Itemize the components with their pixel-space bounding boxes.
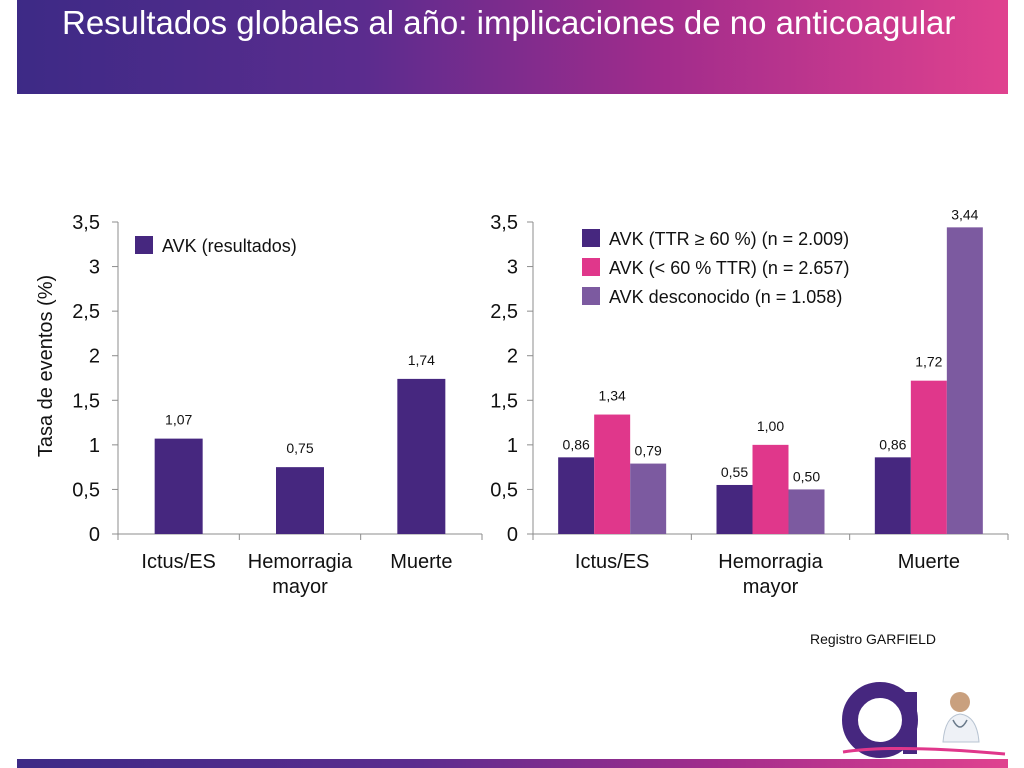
x-tick-label: Ictus/ES (141, 551, 215, 573)
footer-bar (17, 759, 1008, 768)
legend-label: AVK (< 60 % TTR) (n = 2.657) (609, 258, 849, 278)
data-label: 3,44 (951, 206, 978, 222)
data-label: 0,86 (563, 436, 590, 452)
y-tick-label: 3 (89, 257, 100, 279)
bar (630, 463, 667, 534)
title-bar (17, 0, 1008, 94)
data-label: 1,74 (408, 352, 435, 368)
brand-logo (842, 682, 1006, 758)
legend-label: AVK desconocido (n = 1.058) (609, 287, 842, 307)
y-tick-label: 0,5 (72, 479, 100, 501)
y-tick-label: 2,5 (490, 301, 518, 323)
x-tick-label: Muerte (898, 551, 960, 573)
legend-swatch (582, 258, 600, 276)
legend-label: AVK (TTR ≥ 60 %) (n = 2.009) (609, 229, 849, 249)
data-label: 0,86 (879, 436, 906, 452)
y-tick-label: 0 (89, 524, 100, 546)
bar (397, 378, 446, 534)
bar (154, 438, 203, 534)
legend-swatch (582, 287, 600, 305)
bar (788, 489, 825, 534)
data-label: 1,72 (915, 354, 942, 370)
y-tick-label: 1 (89, 435, 100, 457)
legend-swatch (135, 236, 153, 254)
data-label: 0,55 (721, 464, 748, 480)
y-tick-label: 0 (507, 524, 518, 546)
bar (946, 227, 983, 534)
x-tick-label: Ictus/ES (575, 551, 649, 573)
y-tick-label: 0,5 (490, 479, 518, 501)
data-label: 1,07 (165, 412, 192, 428)
data-label: 0,75 (286, 440, 313, 456)
legend-label: AVK (resultados) (162, 236, 297, 256)
bar (276, 467, 324, 534)
data-label: 0,79 (635, 443, 662, 459)
y-tick-label: 3,5 (490, 212, 518, 234)
source-note: Registro GARFIELD (810, 631, 937, 647)
x-tick-label: Muerte (390, 551, 452, 573)
y-tick-label: 2 (89, 346, 100, 368)
bar (716, 484, 753, 534)
x-tick-label: Hemorragia mayor (718, 551, 823, 598)
y-tick-label: 3 (507, 257, 518, 279)
data-label: 0,50 (793, 468, 820, 484)
bar (752, 444, 789, 534)
data-label: 1,00 (757, 418, 784, 434)
bar (558, 457, 595, 534)
y-tick-label: 2,5 (72, 301, 100, 323)
y-tick-label: 1 (507, 435, 518, 457)
bar (594, 414, 631, 534)
slide-title: Resultados globales al año: implicacione… (62, 4, 956, 41)
y-axis-label: Tasa de eventos (%) (35, 275, 57, 457)
x-tick-label: Hemorragia mayor (248, 551, 353, 598)
y-tick-label: 1,5 (490, 390, 518, 412)
data-label: 1,34 (599, 388, 626, 404)
y-tick-label: 3,5 (72, 212, 100, 234)
bar (910, 380, 947, 534)
bar (874, 457, 911, 534)
legend-swatch (582, 229, 600, 247)
y-tick-label: 2 (507, 346, 518, 368)
y-tick-label: 1,5 (72, 390, 100, 412)
